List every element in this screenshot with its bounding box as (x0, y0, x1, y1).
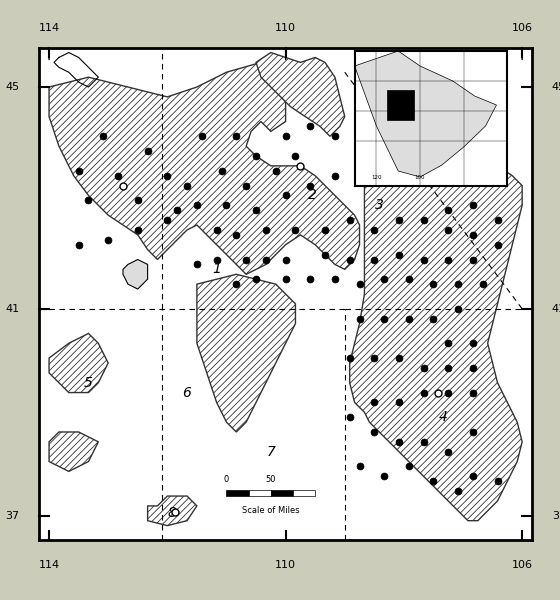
Text: 2: 2 (308, 188, 317, 202)
Text: 106: 106 (512, 560, 533, 570)
Text: 50: 50 (265, 475, 276, 484)
Polygon shape (49, 334, 108, 392)
Text: 45: 45 (552, 82, 560, 92)
Text: 37: 37 (552, 511, 560, 521)
Polygon shape (354, 51, 497, 177)
Polygon shape (49, 432, 99, 472)
Text: 4: 4 (439, 410, 448, 424)
Text: 5: 5 (84, 376, 93, 390)
Bar (293, 490, 315, 496)
Text: 120: 120 (371, 175, 382, 180)
Text: 100: 100 (415, 175, 425, 180)
Text: 8: 8 (168, 506, 177, 520)
Text: 6: 6 (183, 386, 192, 400)
Bar (388, 90, 413, 120)
Text: 3: 3 (375, 198, 384, 212)
Text: 110: 110 (275, 23, 296, 33)
Bar (249, 490, 271, 496)
Polygon shape (360, 53, 423, 136)
Polygon shape (349, 136, 522, 521)
Text: 7: 7 (267, 445, 276, 458)
Text: 45: 45 (6, 82, 20, 92)
Text: 0: 0 (224, 475, 229, 484)
Bar (226, 490, 249, 496)
Text: 106: 106 (512, 23, 533, 33)
Polygon shape (256, 53, 345, 136)
Polygon shape (49, 62, 360, 274)
Text: 110: 110 (275, 560, 296, 570)
Text: 41: 41 (552, 304, 560, 314)
Text: 1: 1 (212, 262, 221, 277)
Polygon shape (148, 496, 197, 526)
Text: 37: 37 (6, 511, 20, 521)
Text: Scale of Miles: Scale of Miles (242, 506, 300, 515)
Text: 41: 41 (6, 304, 20, 314)
Bar (271, 490, 293, 496)
Polygon shape (197, 274, 296, 432)
Polygon shape (123, 260, 148, 289)
Text: 114: 114 (39, 23, 59, 33)
Text: 114: 114 (39, 560, 59, 570)
